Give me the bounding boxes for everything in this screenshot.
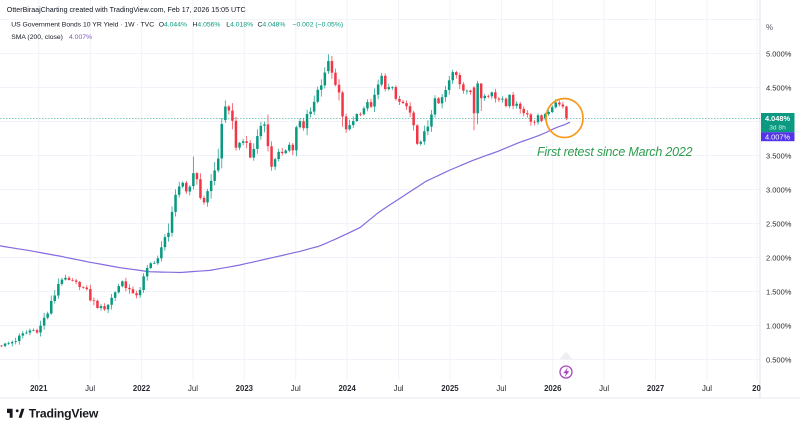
- svg-text:4.007%: 4.007%: [69, 34, 92, 41]
- svg-text:2.500%: 2.500%: [766, 219, 792, 228]
- svg-text:2026: 2026: [544, 384, 562, 393]
- svg-text:OtterBiraajCharting created wi: OtterBiraajCharting created with Trading…: [7, 6, 246, 14]
- svg-text:Jul: Jul: [85, 384, 95, 393]
- svg-text:1.500%: 1.500%: [766, 287, 792, 296]
- svg-text:20: 20: [752, 384, 761, 393]
- svg-text:Jul: Jul: [188, 384, 198, 393]
- svg-text:Jul: Jul: [291, 384, 301, 393]
- svg-text:2022: 2022: [133, 384, 151, 393]
- svg-text:SMA (200, close): SMA (200, close): [11, 34, 63, 41]
- svg-text:First retest since March 2022: First retest since March 2022: [537, 145, 693, 159]
- svg-text:Jul: Jul: [702, 384, 712, 393]
- svg-text:2027: 2027: [647, 384, 664, 393]
- svg-text:%: %: [766, 23, 773, 32]
- svg-text:3.000%: 3.000%: [766, 185, 792, 194]
- svg-text:0.500%: 0.500%: [766, 355, 792, 364]
- svg-text:1.000%: 1.000%: [766, 321, 792, 330]
- svg-text:2024: 2024: [338, 384, 356, 393]
- svg-text:4.048%: 4.048%: [765, 114, 790, 123]
- svg-text:O4.044%H4.056%L4.018%C4.048%−0: O4.044% H4.056% L4.018% C4.048% −0.002 (−0.0…: [159, 22, 343, 29]
- svg-text:2021: 2021: [30, 384, 48, 393]
- svg-text:2025: 2025: [441, 384, 459, 393]
- svg-text:US Government Bonds 10 YR Yiel: US Government Bonds 10 YR Yield · 1W · T…: [11, 22, 154, 29]
- svg-text:4.007%: 4.007%: [765, 132, 790, 141]
- svg-text:2023: 2023: [236, 384, 254, 393]
- svg-text:2.000%: 2.000%: [766, 253, 792, 262]
- svg-text:4.500%: 4.500%: [766, 83, 792, 92]
- svg-text:3d 8h: 3d 8h: [769, 125, 786, 132]
- svg-text:Jul: Jul: [394, 384, 404, 393]
- svg-text:3.500%: 3.500%: [766, 151, 792, 160]
- svg-text:Jul: Jul: [496, 384, 506, 393]
- svg-text:5.000%: 5.000%: [766, 49, 792, 58]
- svg-text:Jul: Jul: [599, 384, 609, 393]
- svg-text:TradingView: TradingView: [29, 407, 99, 421]
